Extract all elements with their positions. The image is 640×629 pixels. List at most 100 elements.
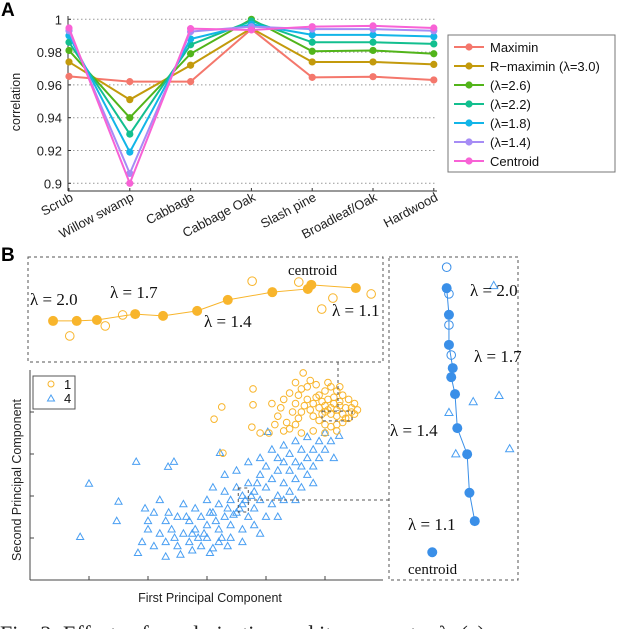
circle-point: [285, 389, 294, 397]
lambda-path-line: [446, 288, 476, 522]
lambda-point: [350, 283, 361, 294]
triangle-point: [261, 511, 271, 520]
data-point: [308, 23, 316, 31]
legend-label: (λ=1.4): [490, 135, 531, 150]
data-point: [308, 58, 316, 66]
circle-point: [299, 369, 307, 377]
circle-point: [294, 414, 303, 423]
triangle-point: [178, 528, 188, 537]
lambda-point: [130, 309, 141, 320]
triangle-point: [302, 469, 312, 478]
triangle-point: [149, 541, 159, 550]
triangle-point: [329, 453, 339, 462]
lambda-point: [306, 279, 317, 290]
open-point: [247, 276, 257, 286]
legend-marker: [465, 100, 473, 108]
data-point: [187, 50, 195, 58]
circle-point: [288, 408, 297, 416]
triangle-point: [237, 490, 247, 499]
triangle-point: [255, 528, 265, 537]
triangle-point: [164, 507, 174, 516]
triangle-point: [215, 448, 225, 457]
triangle-point: [114, 496, 123, 505]
data-point: [126, 130, 134, 138]
triangle-point: [208, 482, 218, 491]
legend-marker: [465, 62, 473, 70]
series-lines: [65, 15, 438, 187]
triangle-point: [296, 444, 306, 453]
triangle-point: [161, 516, 171, 525]
legend-marker: [465, 81, 473, 89]
lambda-point: [71, 315, 82, 326]
circle-point: [306, 376, 315, 385]
triangle-point: [202, 520, 212, 529]
legend-label: (λ=2.6): [490, 78, 531, 93]
triangle-point: [261, 461, 271, 470]
triangle-point: [326, 436, 336, 445]
open-point: [293, 277, 304, 287]
triangle-point: [214, 537, 224, 546]
triangle-point: [296, 461, 306, 470]
triangle-point: [240, 495, 250, 504]
data-point: [187, 61, 195, 69]
data-point: [369, 46, 377, 55]
data-point: [369, 58, 377, 66]
triangle-point: [181, 511, 191, 520]
x-axis-label: First Principal Component: [138, 591, 282, 605]
circle-point: [217, 403, 226, 411]
circle-point: [279, 427, 288, 435]
triangle-point: [237, 537, 247, 546]
open-point: [328, 293, 338, 303]
legend-label: R−maximin (λ=3.0): [490, 59, 600, 74]
circle-point: [324, 378, 332, 387]
y-tick-labels: 0.9 0.92 0.94 0.96 0.98 1: [37, 12, 62, 191]
inset-orange-points: [48, 276, 376, 341]
circle-point: [291, 378, 300, 387]
triangle-point: [190, 524, 200, 533]
lambda-point: [443, 339, 454, 350]
triangle-point: [143, 524, 153, 533]
triangle-point: [140, 503, 150, 512]
open-point: [441, 262, 452, 273]
data-point: [430, 24, 438, 32]
triangle-point: [173, 511, 182, 520]
data-point: [369, 73, 377, 81]
x-tick-label: Scrub: [38, 189, 75, 218]
inset-orange: [27, 256, 384, 363]
annotation-lambda-1.1: λ = 1.1: [408, 515, 456, 534]
annotation-centroid: centroid: [408, 562, 458, 578]
triangle-point: [267, 499, 277, 508]
legend-marker: [465, 43, 473, 51]
triangle-point: [137, 537, 147, 546]
triangle-point: [220, 469, 230, 478]
lambda-point: [192, 305, 203, 316]
circle-point: [297, 408, 306, 416]
data-point: [65, 58, 73, 66]
series-line: [68, 27, 434, 101]
open-point: [100, 321, 111, 331]
data-point: [126, 179, 134, 187]
data-point: [369, 22, 377, 30]
triangle-point: [296, 482, 306, 491]
triangle-point: [211, 516, 221, 525]
triangle-point: [488, 280, 499, 290]
data-point: [126, 96, 134, 104]
circle-point: [315, 416, 323, 425]
data-point: [308, 73, 316, 81]
circle-point: [312, 380, 320, 389]
triangle-point: [291, 495, 300, 504]
circle-point: [321, 429, 329, 437]
legend-label: Centroid: [490, 154, 539, 169]
circle-point: [338, 391, 347, 400]
triangle-point: [223, 541, 233, 550]
triangle-point: [161, 551, 171, 560]
triangle-point: [320, 427, 330, 436]
circle-point: [312, 393, 320, 402]
circle-point: [309, 427, 318, 435]
panel-b-scatter: First Principal Component Second Princip…: [10, 256, 522, 605]
zoom-region-orange: [321, 410, 353, 422]
axis-ticks: [30, 411, 326, 580]
triangle-point: [249, 486, 259, 495]
triangle-point: [249, 520, 259, 529]
